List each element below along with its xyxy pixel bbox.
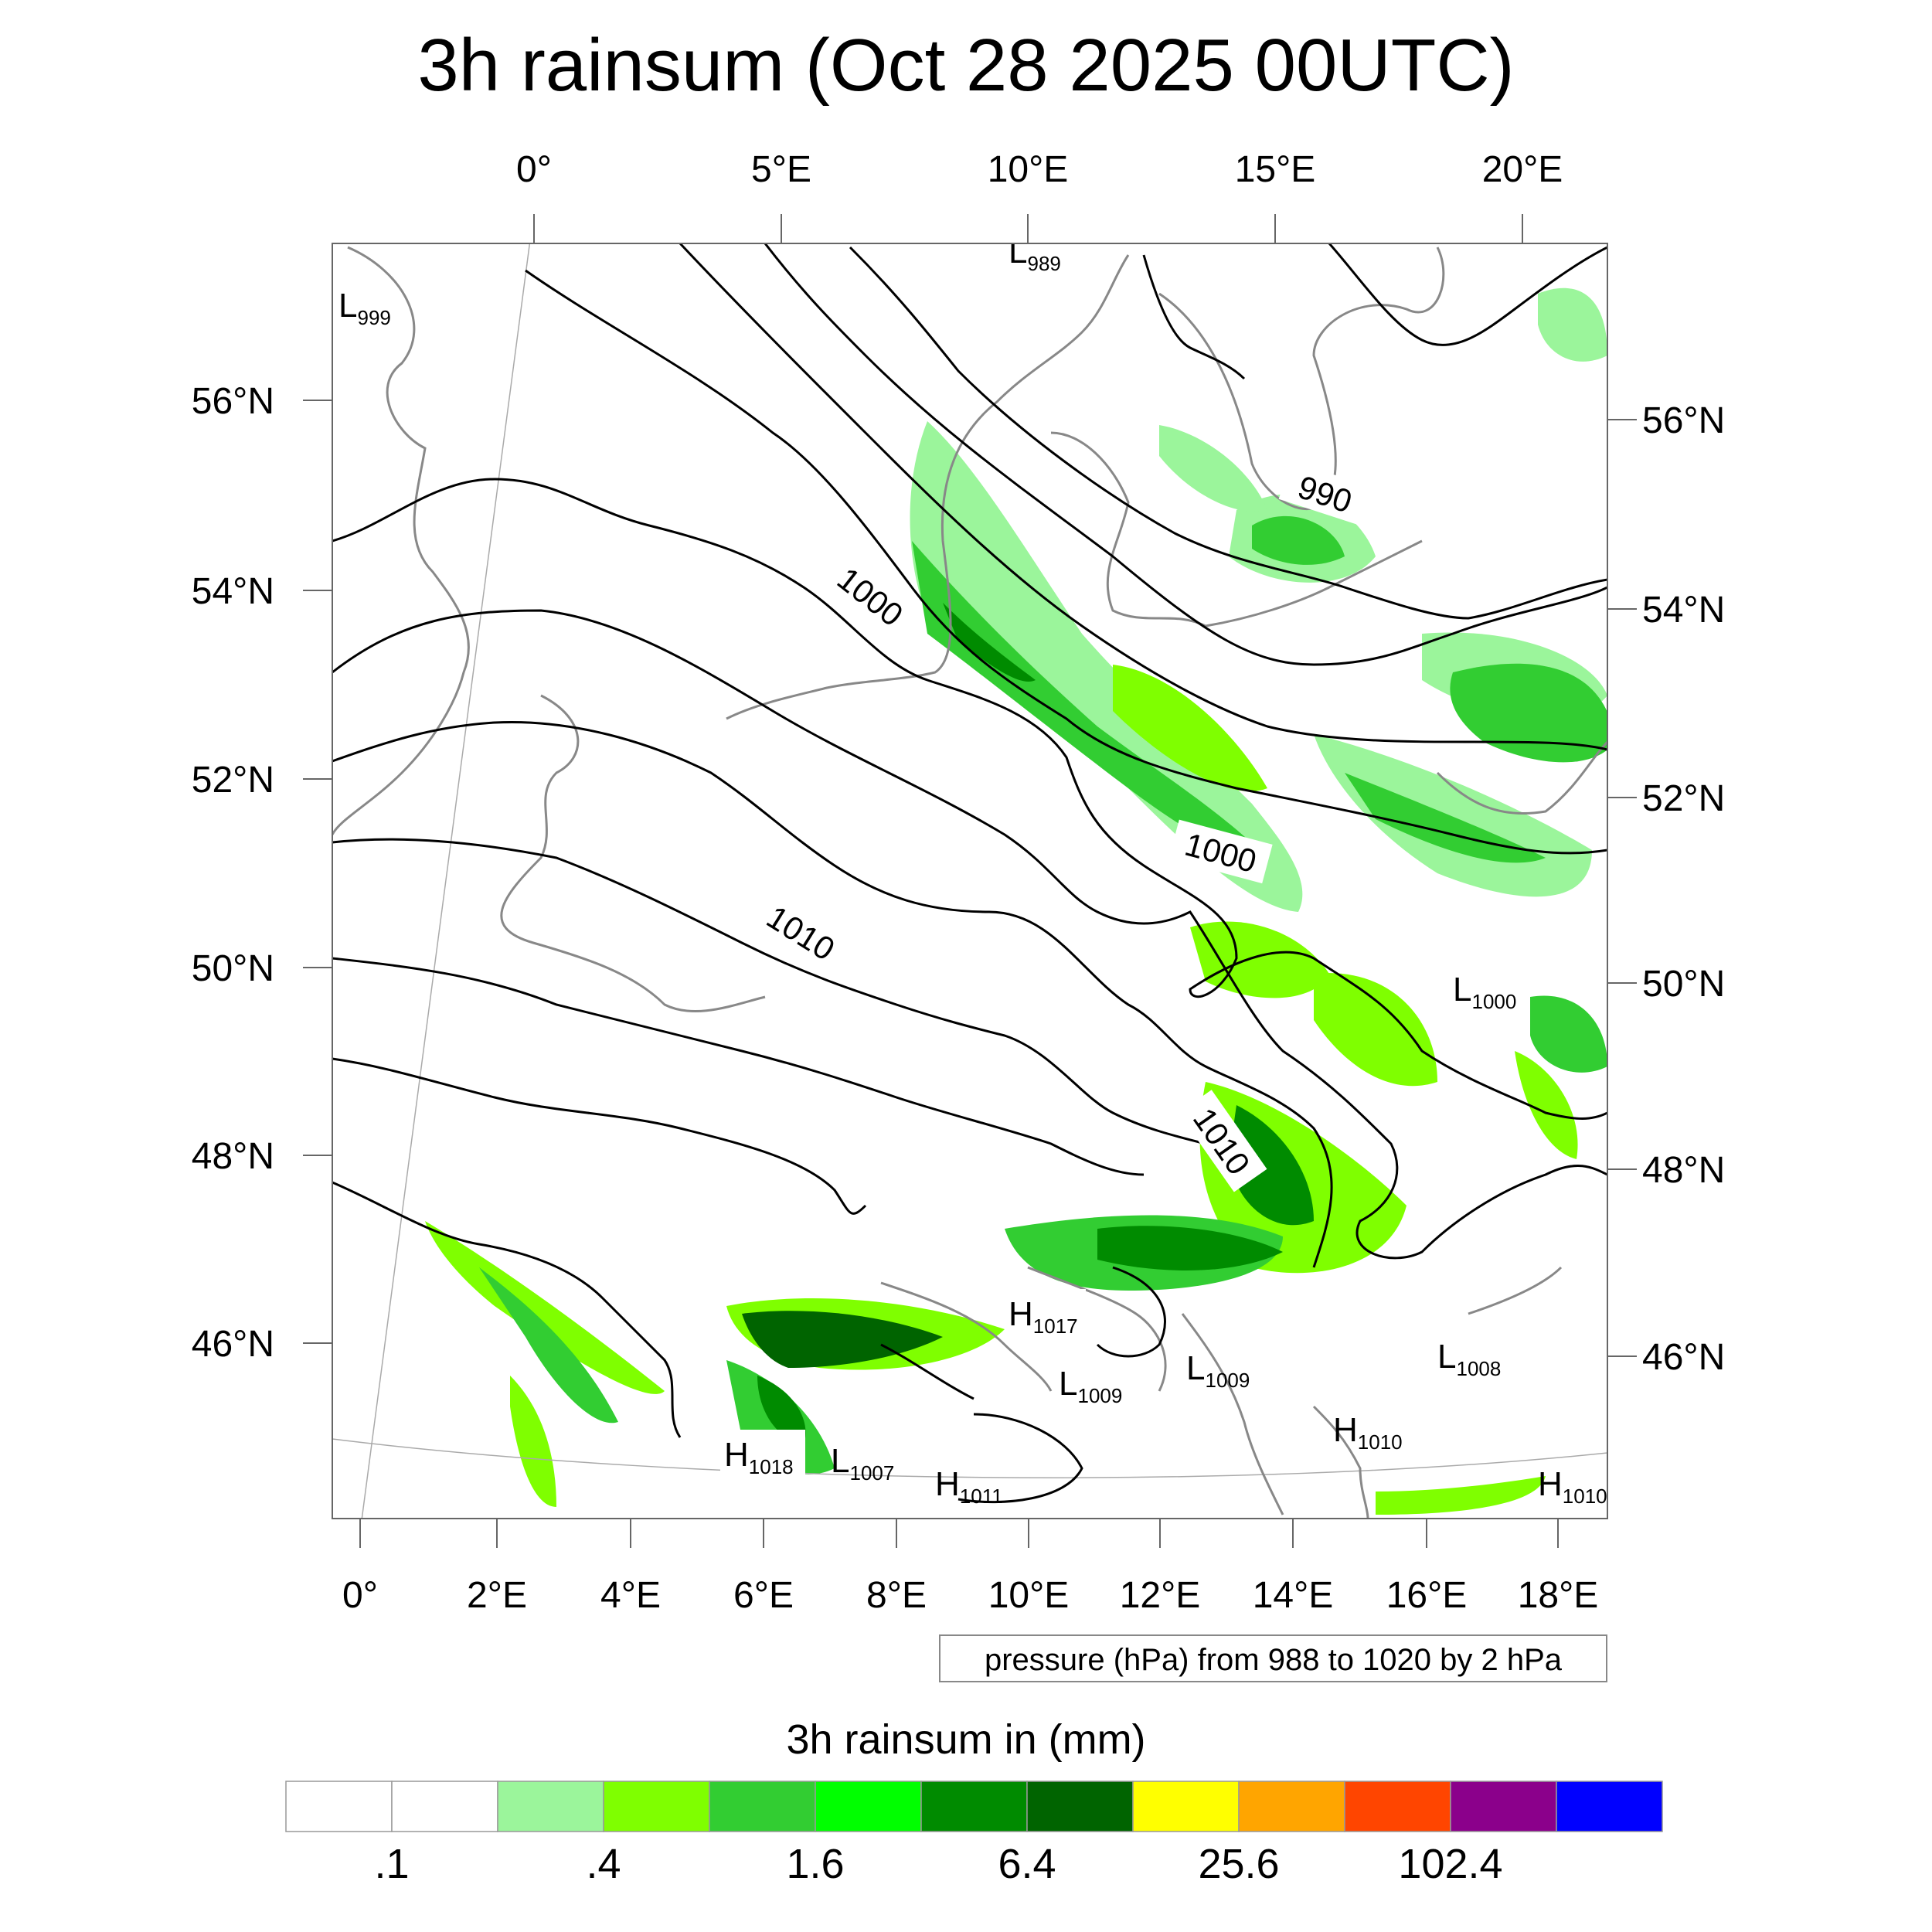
legend-swatch [1132, 1781, 1240, 1832]
lon-label: 6°E [733, 1575, 794, 1616]
rain-streak-3 [510, 1376, 556, 1507]
lat-label: 56°N [192, 381, 274, 422]
lat-label: 46°N [192, 1324, 274, 1365]
lon-label: 4°E [600, 1575, 661, 1616]
map-frame [332, 243, 1608, 1519]
legend-swatch [497, 1781, 604, 1832]
rain-shading [425, 287, 1607, 1515]
rain-west-alps-lower-core [757, 1376, 806, 1445]
lat-label: 48°N [192, 1136, 274, 1177]
legend-swatch [285, 1781, 393, 1832]
rain-band-north-sea [910, 421, 1303, 912]
rain-alps-east-core [1229, 1105, 1314, 1226]
lon-label: 8°E [866, 1575, 927, 1616]
lon-label: 0° [342, 1575, 378, 1616]
rain-east-central-2 [1515, 1051, 1578, 1159]
lat-label: 46°N [1642, 1337, 1725, 1378]
lon-label: 5°E [751, 149, 811, 190]
tick-marks [303, 214, 1637, 1548]
pressure-center-high: H1018 [724, 1436, 794, 1478]
rain-south-east [1376, 1476, 1546, 1515]
rain-east-1b [1252, 515, 1345, 565]
legend-swatch [1450, 1781, 1557, 1832]
rain-east-5 [1345, 773, 1546, 863]
graticule [332, 243, 1607, 1519]
lat-label: 48°N [1642, 1150, 1725, 1191]
pressure-center-low: L1000 [1453, 971, 1516, 1013]
lon-label: 14°E [1253, 1575, 1334, 1616]
legend-swatch [709, 1781, 816, 1832]
rain-east-central [1530, 995, 1607, 1073]
right-latitude-labels: 56°N 54°N 52°N 50°N 48°N 46°N [1642, 400, 1725, 1378]
legend-swatch [603, 1781, 710, 1832]
legend-tick-label: 1.6 [786, 1841, 844, 1887]
color-legend-labels: .1 .4 1.6 6.4 25.6 102.4 [374, 1841, 1502, 1887]
rain-streak-1 [425, 1221, 665, 1394]
rain-streak-2 [479, 1267, 618, 1423]
lon-label: 0° [516, 149, 552, 190]
pressure-center-high: H1010 [1333, 1411, 1403, 1454]
rain-band-core [912, 541, 1267, 859]
map-title: 3h rainsum (Oct 28 2025 00UTC) [417, 24, 1515, 107]
lat-label: 50°N [192, 948, 274, 989]
lat-label: 56°N [1642, 400, 1725, 441]
legend-tick-label: 25.6 [1198, 1841, 1279, 1887]
legend-swatch [1344, 1781, 1451, 1832]
rain-alps-main-core [1097, 1226, 1283, 1270]
legend-tick-label: .4 [586, 1841, 621, 1887]
legend-swatch [1026, 1781, 1134, 1832]
pressure-center-low: L1009 [1059, 1365, 1122, 1407]
rain-east-3 [1113, 665, 1267, 791]
legend-title: 3h rainsum in (mm) [786, 1716, 1146, 1763]
legend-tick-label: 6.4 [998, 1841, 1056, 1887]
legend-tick-label: 102.4 [1398, 1841, 1502, 1887]
rain-west-alps-core [742, 1311, 943, 1368]
legend-swatch [391, 1781, 498, 1832]
lat-label: 54°N [1642, 590, 1725, 631]
pressure-center-high: H1017 [1009, 1295, 1078, 1338]
lon-label: 20°E [1482, 149, 1563, 190]
lon-label: 10°E [988, 149, 1069, 190]
lat-label: 52°N [192, 760, 274, 801]
top-longitude-labels: 0° 5°E 10°E 15°E 20°E [516, 149, 1563, 190]
lon-label: 15°E [1235, 149, 1316, 190]
legend-swatch [815, 1781, 922, 1832]
map-panel: 990 1000 1000 1010 1010 L999 L989 L1000 … [332, 233, 1607, 1519]
lat-label: 52°N [1642, 778, 1725, 819]
lon-label: 12°E [1120, 1575, 1201, 1616]
lon-label: 16°E [1386, 1575, 1468, 1616]
legend-tick-label: .1 [374, 1841, 409, 1887]
lon-label: 18°E [1518, 1575, 1599, 1616]
rain-poland [1450, 663, 1607, 763]
left-latitude-labels: 56°N 54°N 52°N 50°N 48°N 46°N [192, 381, 274, 1365]
pressure-center-low: L1009 [1186, 1349, 1250, 1392]
pressure-info-box: pressure (hPa) from 988 to 1020 by 2 hPa [939, 1634, 1607, 1682]
lon-label: 10°E [988, 1575, 1070, 1616]
isobars [332, 243, 1607, 1504]
rain-scandinavia-1 [1538, 287, 1607, 362]
pressure-center-high: H1010 [1538, 1465, 1607, 1508]
coastlines [332, 246, 1607, 1519]
legend-swatch [920, 1781, 1028, 1832]
legend-swatch [1238, 1781, 1345, 1832]
pressure-centers: L999 L989 L1000 H1017 L1009 L1009 L1008 … [338, 233, 1607, 1508]
legend-swatch [1556, 1781, 1663, 1832]
lon-label: 2°E [467, 1575, 527, 1616]
bottom-longitude-labels: 0° 2°E 4°E 6°E 8°E 10°E 12°E 14°E 16°E 1… [342, 1575, 1598, 1616]
lat-label: 50°N [1642, 964, 1725, 1005]
pressure-center-low: L1007 [831, 1442, 894, 1485]
lat-label: 54°N [192, 571, 274, 612]
pressure-center-low: L999 [338, 287, 391, 329]
pressure-center-high: H1011 [935, 1465, 1003, 1508]
rain-central-2 [1314, 973, 1437, 1087]
rain-scandinavia-2 [1159, 425, 1267, 512]
color-legend-bar [285, 1781, 1663, 1832]
pressure-center-low: L989 [1009, 233, 1061, 275]
pressure-center-low: L1008 [1437, 1338, 1501, 1380]
